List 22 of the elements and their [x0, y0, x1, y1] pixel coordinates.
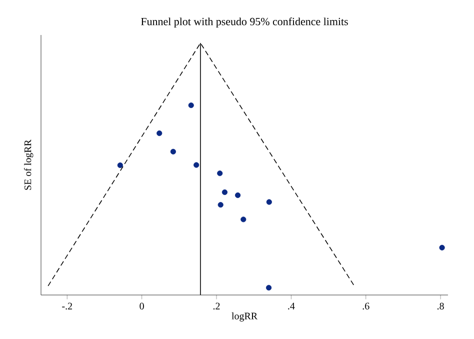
point [240, 216, 246, 222]
point [439, 244, 445, 250]
x-tick-label: 0 [140, 302, 144, 310]
point [266, 199, 272, 205]
x-tick-label: .6 [362, 302, 370, 310]
point [156, 130, 162, 136]
point [222, 189, 228, 196]
x-tick-label: .4 [288, 302, 295, 310]
point [217, 170, 223, 176]
point [218, 202, 224, 208]
y-axis-title: SE of logRR [24, 140, 34, 190]
point [188, 102, 194, 108]
x-tick-label: .8 [437, 302, 444, 310]
point [117, 162, 123, 168]
point [194, 162, 200, 168]
chart-title: Funnel plot with pseudo 95% confidence limits [141, 17, 348, 28]
x-tick-label: .2 [213, 302, 220, 310]
point [170, 148, 176, 154]
point [266, 284, 272, 290]
x-axis-title: logRR [232, 312, 258, 322]
point [234, 192, 241, 198]
x-tick-label: -.2 [62, 302, 72, 310]
